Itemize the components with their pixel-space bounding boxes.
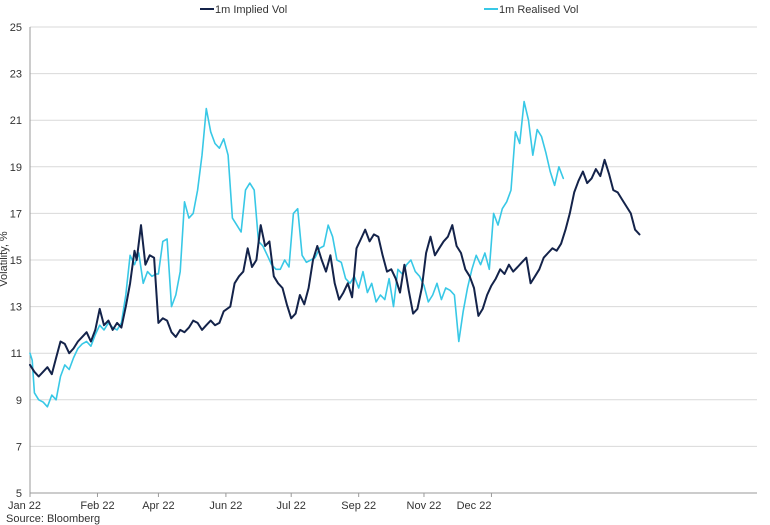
legend: 1m Implied Vol 1m Realised Vol <box>200 4 579 16</box>
x-tick-label: Feb 22 <box>80 500 114 512</box>
x-tick-label: Nov 22 <box>407 500 442 512</box>
series-lines <box>29 100 641 408</box>
series-line-realised-vol <box>29 100 565 408</box>
y-tick-label: 21 <box>10 115 22 127</box>
x-tick-label: Dec 22 <box>457 500 492 512</box>
y-tick-label: 19 <box>10 162 22 174</box>
x-tick-label: Sep 22 <box>341 500 376 512</box>
y-tick-label: 13 <box>10 302 22 314</box>
x-tick-label: Jun 22 <box>209 500 242 512</box>
x-tick-label: Jan 22 <box>8 500 41 512</box>
y-tick-label: 11 <box>11 348 22 360</box>
y-tick-label: 17 <box>10 208 22 220</box>
axes <box>29 27 757 494</box>
y-tick-label: 7 <box>16 441 22 453</box>
y-tick-label: 25 <box>10 22 22 34</box>
y-tick-label: 15 <box>10 255 22 267</box>
y-axis-title: Volatility, % <box>0 231 10 287</box>
series-line-implied-vol <box>29 158 641 378</box>
source-label: Source: Bloomberg <box>6 513 100 525</box>
gridlines <box>30 26 757 447</box>
y-tick-label: 23 <box>10 69 22 81</box>
legend-label: 1m Implied Vol <box>215 4 287 16</box>
x-tick-label: Jul 22 <box>277 500 306 512</box>
y-tick-label: 5 <box>16 488 22 500</box>
x-tick-labels: Jan 22 Feb 22 Apr 22 Jun 22 Jul 22 Sep 22 Nov … <box>8 493 492 512</box>
y-tick-labels: 5 7 9 11 13 15 17 19 21 23 25 <box>10 22 22 500</box>
legend-label: 1m Realised Vol <box>499 4 579 16</box>
x-tick-label: Apr 22 <box>142 500 174 512</box>
y-tick-label: 9 <box>16 395 22 407</box>
